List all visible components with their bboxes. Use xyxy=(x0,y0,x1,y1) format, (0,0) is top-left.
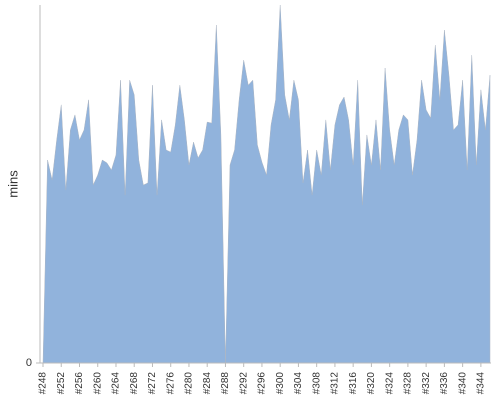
x-tick-label: #308 xyxy=(311,372,322,395)
x-tick-label: #292 xyxy=(238,372,249,395)
x-tick-label: #316 xyxy=(348,372,359,395)
x-tick-label: #280 xyxy=(184,372,195,395)
x-tick-label: #328 xyxy=(403,372,414,395)
x-tick-label: #268 xyxy=(129,372,140,395)
x-tick-label: #344 xyxy=(476,372,487,395)
x-tick-label: #276 xyxy=(165,372,176,395)
x-tick-label: #340 xyxy=(457,372,468,395)
x-tick-label: #272 xyxy=(147,372,158,395)
y-axis-label: mins xyxy=(5,170,20,198)
x-tick-label: #252 xyxy=(56,372,67,395)
x-tick-label: #324 xyxy=(384,372,395,395)
x-tick-label: #288 xyxy=(220,372,231,395)
x-tick-label: #284 xyxy=(202,372,213,395)
x-tick-label: #296 xyxy=(257,372,268,395)
area xyxy=(42,4,491,364)
x-tick-label: #320 xyxy=(366,372,377,395)
x-tick-label: #264 xyxy=(111,372,122,395)
x-tick-label: #260 xyxy=(92,372,103,395)
x-tick-label: #300 xyxy=(275,372,286,395)
x-tick-label: #336 xyxy=(439,372,450,395)
x-tick-label: #256 xyxy=(74,372,85,395)
x-tick-label: #332 xyxy=(421,372,432,395)
y-tick-label: 0 xyxy=(26,357,32,369)
x-tick-label: #312 xyxy=(330,372,341,395)
x-tick-label: #304 xyxy=(293,372,304,395)
x-tick-label: #248 xyxy=(38,372,49,395)
